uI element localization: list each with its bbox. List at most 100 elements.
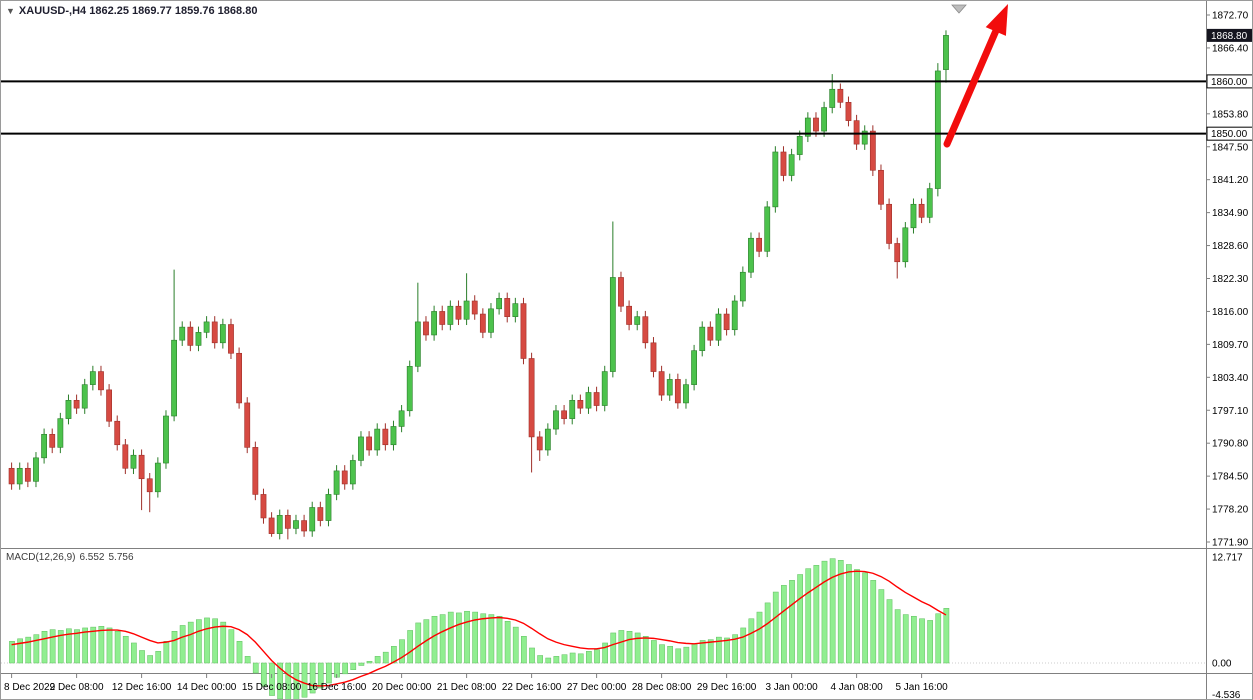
candle-bullish <box>634 316 641 325</box>
candle-bullish <box>748 237 754 273</box>
macd-histogram-bar <box>691 643 698 664</box>
time-axis-label[interactable]: 8 Dec 2022 <box>4 682 56 693</box>
macd-histogram-bar <box>391 646 397 664</box>
time-axis-label[interactable]: 28 Dec 08:00 <box>632 682 692 693</box>
chart-shift-marker-icon[interactable] <box>951 4 967 14</box>
candle-bullish <box>585 392 592 409</box>
macd-histogram-bar <box>512 626 519 664</box>
candle-bullish <box>601 371 608 406</box>
macd-signal-line <box>11 570 947 687</box>
candle-bearish <box>106 389 112 422</box>
macd-histogram-bar <box>261 662 267 687</box>
time-axis-label[interactable]: 20 Dec 00:00 <box>372 682 432 693</box>
level-price-tag-label: 1850.00 <box>1211 129 1248 140</box>
macd-histogram-bar <box>155 651 162 664</box>
trend-arrow-head-icon[interactable] <box>985 4 1008 36</box>
candle-bearish <box>301 520 307 532</box>
macd-histogram-bar <box>350 662 357 670</box>
candle-bullish <box>203 321 210 333</box>
time-axis-label[interactable]: 16 Dec 16:00 <box>307 682 367 693</box>
macd-histogram-bar <box>17 638 23 664</box>
macd-histogram-bar <box>472 611 478 664</box>
candle-bullish <box>683 384 689 404</box>
macd-histogram-bar <box>98 626 105 664</box>
candle-bullish <box>569 400 576 419</box>
macd-histogram-bar <box>642 636 649 664</box>
time-axis-label[interactable]: 29 Dec 16:00 <box>697 682 757 693</box>
candle-bearish <box>252 447 259 495</box>
macd-histogram-bar <box>772 591 779 664</box>
macd-histogram-bar <box>732 634 738 664</box>
macd-histogram-bar <box>179 625 186 664</box>
candle-bearish <box>455 305 462 320</box>
candle-bullish <box>89 371 96 385</box>
macd-histogram-bar <box>49 629 56 664</box>
current-price-tag-label: 1868.80 <box>1211 31 1248 42</box>
time-axis-label[interactable]: 14 Dec 00:00 <box>177 682 237 693</box>
macd-histogram-bar <box>163 641 170 664</box>
candle-bullish <box>943 35 949 70</box>
level-price-tag-label: 1860.00 <box>1211 77 1248 88</box>
candle-bullish <box>65 400 72 419</box>
candle-bullish <box>829 88 836 108</box>
macd-histogram-bar <box>196 619 202 664</box>
time-axis-label[interactable]: 15 Dec 08:00 <box>242 682 302 693</box>
candle-bullish <box>609 277 616 372</box>
price-axis-label: 1784.50 <box>1212 472 1249 483</box>
time-axis-label[interactable]: 9 Dec 08:00 <box>50 682 104 693</box>
time-axis-label[interactable]: 22 Dec 16:00 <box>502 682 562 693</box>
macd-histogram-bar <box>602 642 608 664</box>
symbol-label: XAUUSD-,H4 <box>18 5 87 17</box>
macd-histogram-bar <box>366 661 373 664</box>
macd-histogram-bar <box>114 631 121 664</box>
macd-histogram-bar <box>171 631 178 664</box>
candle-bearish <box>593 392 600 406</box>
candle-bearish <box>642 316 649 344</box>
candle-bullish <box>934 70 941 189</box>
time-axis-label[interactable]: 5 Jan 16:00 <box>895 682 948 693</box>
macd-histogram-bar <box>269 662 275 696</box>
candle-bullish <box>325 494 332 521</box>
macd-histogram-bar <box>90 626 97 664</box>
candle-bullish <box>293 520 299 529</box>
candle-bullish <box>57 418 64 448</box>
candle-bullish <box>171 339 177 417</box>
macd-histogram-bar <box>659 644 665 664</box>
macd-histogram-bar <box>439 614 446 664</box>
macd-histogram-bar <box>139 650 145 664</box>
price-axis-label: 1828.60 <box>1212 241 1249 252</box>
price-axis-label: 1816.00 <box>1212 307 1249 318</box>
time-axis-label[interactable]: 4 Jan 08:00 <box>830 682 883 693</box>
time-axis-label[interactable]: 21 Dec 08:00 <box>437 682 497 693</box>
macd-histogram-bar <box>9 641 15 664</box>
macd-histogram-bar <box>756 611 763 664</box>
candle-bearish <box>138 454 145 480</box>
price-axis-label: 1790.80 <box>1212 439 1249 450</box>
candle-bullish <box>788 154 795 176</box>
candle-bullish <box>41 433 47 459</box>
candle-bearish <box>853 120 860 145</box>
candle-bearish <box>886 203 892 244</box>
candle-bearish <box>211 321 218 344</box>
macd-histogram-bar <box>326 662 332 684</box>
trend-arrow-shaft[interactable] <box>943 22 1002 148</box>
time-axis-label[interactable]: 27 Dec 00:00 <box>567 682 627 693</box>
time-axis-label[interactable]: 12 Dec 16:00 <box>112 682 172 693</box>
macd-histogram-bar <box>805 568 812 664</box>
chevron-down-icon[interactable]: ▼ <box>6 6 15 16</box>
macd-histogram-bar <box>521 636 527 664</box>
candle-bullish <box>374 428 381 451</box>
level-price-tag <box>1206 126 1252 141</box>
candle-bearish <box>187 326 194 346</box>
macd-histogram-bar <box>577 653 584 664</box>
macd-scale-label: -4.536 <box>1212 690 1241 700</box>
price-axis-label: 1841.20 <box>1212 175 1249 186</box>
candle-bearish <box>341 470 348 485</box>
candle-bearish <box>837 88 844 103</box>
candle-bullish <box>544 428 551 451</box>
time-axis-label[interactable]: 3 Jan 00:00 <box>765 682 818 693</box>
macd-histogram-bar <box>447 611 454 664</box>
macd-histogram-bar <box>496 615 503 664</box>
